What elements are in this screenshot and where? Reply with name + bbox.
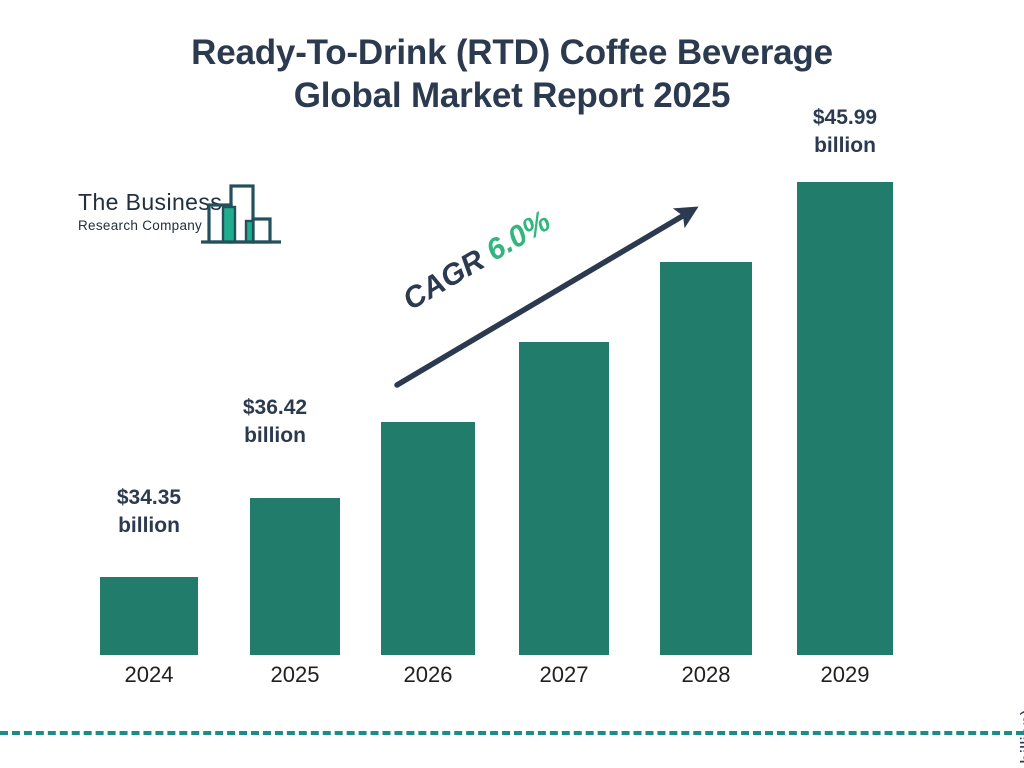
cagr-value: 6.0% (480, 204, 557, 268)
value-label-2024-amount: $34.35 (116, 486, 182, 509)
y-axis-title: Market Size (in USD billion) (1018, 660, 1024, 768)
company-logo: The Business Research Company (78, 183, 283, 251)
x-axis-label-2029: 2029 (820, 662, 870, 687)
footer-divider (0, 731, 1024, 735)
cagr-annotation: CAGR 6.0% (397, 205, 556, 318)
value-label-2024-unit: billion (118, 514, 180, 538)
x-axis-label-2025: 2025 (270, 662, 320, 687)
y-axis-title-text: Market Size (in USD billion) (1018, 660, 1024, 768)
value-label-2029: $45.99 billion (770, 104, 920, 161)
x-axis-label-2027: 2027 (539, 662, 589, 687)
company-logo-tagline: Research Company (78, 218, 203, 233)
bar-2029 (797, 182, 893, 655)
company-logo-text: The Business Research Company (78, 191, 222, 233)
page-title-line-2: Global Market Report 2025 (293, 75, 731, 115)
x-axis-label-2028: 2028 (681, 662, 731, 687)
bar-2025 (250, 498, 340, 655)
cagr-label: CAGR (397, 243, 491, 317)
bar-2028 (660, 262, 752, 655)
page-title: Ready-To-Drink (RTD) Coffee Beverage Glo… (112, 32, 912, 117)
bar-2026 (381, 422, 475, 655)
value-label-2025-amount: $36.42 (242, 396, 308, 419)
company-logo-name: The Business (78, 189, 223, 215)
value-label-2025-unit: billion (244, 424, 306, 448)
value-label-2024: $34.35 billion (74, 484, 224, 541)
value-label-2025: $36.42 billion (200, 394, 350, 451)
x-axis-label-2024: 2024 (124, 662, 174, 687)
bar-2024 (100, 577, 198, 655)
value-label-2029-amount: $45.99 (812, 106, 878, 129)
page-title-line-1: Ready-To-Drink (RTD) Coffee Beverage (191, 33, 833, 72)
bar-2027 (519, 342, 609, 655)
bar-chart-logo-mark-icon (201, 184, 281, 244)
value-label-2029-unit: billion (814, 134, 876, 158)
x-axis-label-2026: 2026 (403, 662, 453, 687)
